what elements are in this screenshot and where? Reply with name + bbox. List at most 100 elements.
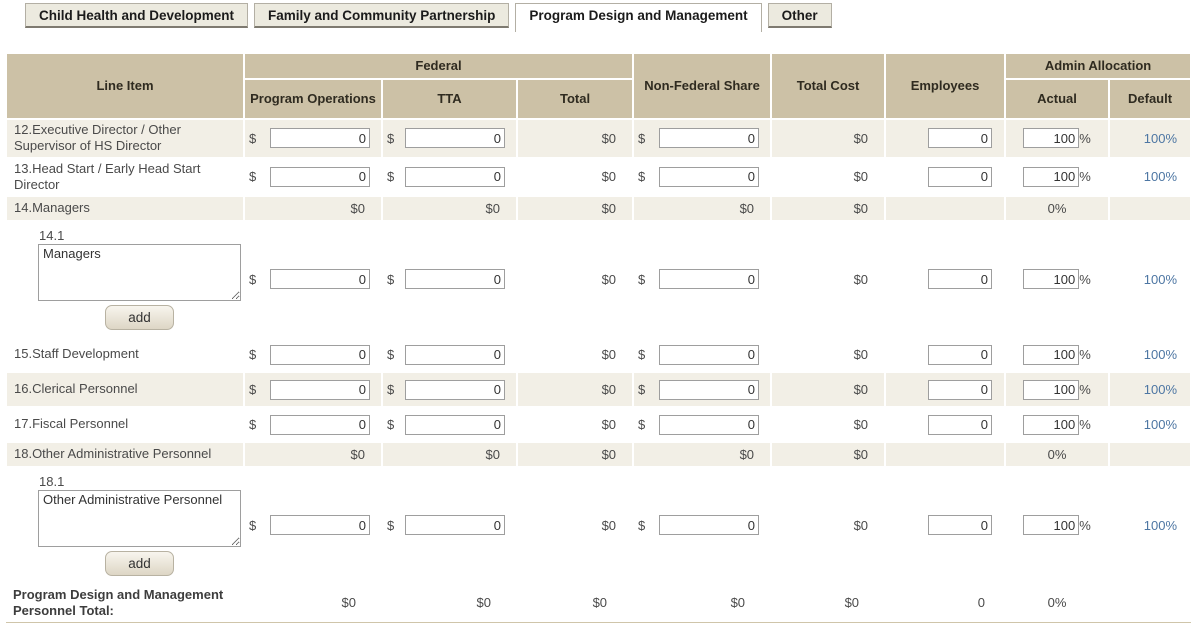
non-federal-share-input-17[interactable] (659, 414, 760, 435)
actual-allocation-input-15[interactable] (1023, 344, 1080, 365)
tta-input-18.1[interactable] (405, 515, 505, 535)
percent-sign: % (1079, 130, 1091, 146)
tab-child-health-and-development[interactable]: Child Health and Development (25, 3, 249, 28)
tta-input-12[interactable] (405, 128, 505, 149)
line-item-cell: 17.Fiscal Personnel (5, 406, 245, 443)
tta-input-16[interactable] (405, 379, 505, 400)
employees-cell (884, 336, 1007, 373)
tta-input-14.1[interactable] (405, 269, 505, 289)
default-allocation-cell: 100% (1108, 371, 1193, 408)
federal-total-amount: $0 (515, 466, 635, 584)
table-row-15: 15.Staff Development$$$0$$0%100% (5, 336, 1193, 373)
default-allocation-link-15[interactable]: 100% (1143, 347, 1178, 362)
dollar-sign: $ (638, 347, 646, 362)
default-allocation-cell: 100% (1108, 156, 1193, 197)
money-input-cell: $ (632, 118, 773, 159)
non-federal-share-input-14.1[interactable] (659, 269, 760, 289)
default-allocation-link-14.1[interactable]: 100% (1143, 271, 1178, 287)
table-row-18: 18.Other Administrative Personnel $0 $0 $0 $… (5, 441, 1193, 468)
tta-input-15[interactable] (405, 344, 505, 365)
employees-cell (884, 156, 1007, 197)
actual-allocation-input-14.1[interactable] (1023, 269, 1080, 289)
default-allocation-link-16[interactable]: 100% (1143, 382, 1178, 397)
employees-input-13[interactable] (928, 166, 993, 187)
program-operations-input-17[interactable] (270, 414, 370, 435)
add-button-wrap: add (38, 305, 241, 330)
federal-total-amount: $0 (515, 118, 635, 159)
actual-allocation-wrap: % (1006, 166, 1108, 187)
actual-allocation-input-18.1[interactable] (1023, 515, 1080, 535)
program-operations-input-18.1[interactable] (270, 515, 370, 535)
add-button-18.1[interactable]: add (105, 551, 174, 576)
non-federal-share-input-16[interactable] (659, 379, 760, 400)
non-federal-share-input-15[interactable] (659, 344, 760, 365)
program-operations-input-12[interactable] (270, 128, 370, 149)
percent-sign: % (1079, 271, 1091, 287)
money-input-cell: $ (243, 220, 383, 338)
default-allocation-link-18.1[interactable]: 100% (1143, 517, 1178, 533)
total-employees: 0 (885, 582, 1006, 623)
federal-total-amount: $0 (515, 195, 635, 222)
tab-other[interactable]: Other (767, 3, 832, 28)
total-cost-amount: $0 (770, 336, 887, 373)
program-operations-input-13[interactable] (270, 166, 370, 187)
money-input-cell: $ (632, 466, 773, 584)
dollar-sign: $ (387, 130, 395, 146)
employees-input-15[interactable] (928, 344, 993, 365)
dollar-sign: $ (249, 417, 257, 432)
employees-input-18.1[interactable] (928, 515, 993, 535)
program-operations-input-15[interactable] (270, 344, 370, 365)
total-actual: 0% (1005, 582, 1110, 623)
dollar-sign: $ (387, 417, 395, 432)
actual-allocation-input-16[interactable] (1023, 379, 1080, 400)
federal-total-amount: $0 (515, 406, 635, 443)
non-federal-share-input-12[interactable] (659, 128, 760, 149)
actual-allocation-input-17[interactable] (1023, 414, 1080, 435)
actual-allocation-input-13[interactable] (1023, 166, 1080, 187)
employees-cell (884, 441, 1007, 468)
line-item-textarea-14.1[interactable] (38, 244, 241, 301)
employees-input-14.1[interactable] (928, 269, 993, 289)
program-operations-input-16[interactable] (270, 379, 370, 400)
employees-input-12[interactable] (928, 128, 993, 149)
default-allocation-link-12[interactable]: 100% (1143, 130, 1178, 146)
dollar-sign: $ (638, 271, 646, 287)
line-item-cell: 12.Executive Director / Other Supervisor… (5, 118, 245, 159)
money-input-cell: $ (381, 156, 518, 197)
col-header-non-federal-share: Non-Federal Share (632, 52, 773, 120)
percent-sign: % (1079, 347, 1091, 362)
line-item-textarea-18.1[interactable] (38, 490, 241, 547)
dollar-sign: $ (387, 347, 395, 362)
federal-total-amount: $0 (515, 156, 635, 197)
money-input-wrap: $ (387, 379, 505, 400)
actual-allocation-input-12[interactable] (1023, 128, 1080, 149)
money-input-cell: $ (632, 336, 773, 373)
money-input-wrap: $ (387, 128, 505, 149)
col-header-federal-total: Total (515, 78, 635, 120)
col-header-line-item: Line Item (5, 52, 245, 120)
employees-input-16[interactable] (928, 379, 993, 400)
table-row-18.1: 18.1add$$$0$$0%100% (5, 466, 1193, 584)
default-allocation-link-13[interactable]: 100% (1143, 169, 1178, 185)
line-item-number: 18.1 (39, 474, 65, 489)
non-federal-share-input-18.1[interactable] (659, 515, 760, 535)
employees-input-17[interactable] (928, 414, 993, 435)
money-input-cell: $ (381, 466, 518, 584)
add-button-wrap: add (38, 551, 241, 576)
total-cost-amount: $0 (770, 466, 887, 584)
program-operations-input-14.1[interactable] (270, 269, 370, 289)
money-input-cell: $ (381, 118, 518, 159)
tta-amount: $0 (381, 441, 518, 468)
money-input-wrap: $ (638, 379, 760, 400)
tab-program-design-and-management[interactable]: Program Design and Management (515, 3, 762, 32)
total-cost-amount: $0 (770, 220, 887, 338)
add-button-14.1[interactable]: add (105, 305, 174, 330)
non-federal-share-input-13[interactable] (659, 166, 760, 187)
money-input-cell: $ (243, 371, 383, 408)
dollar-sign: $ (249, 169, 257, 185)
line-item-number: 14.1 (39, 228, 65, 243)
default-allocation-link-17[interactable]: 100% (1143, 417, 1178, 432)
tab-family-and-community-partnership[interactable]: Family and Community Partnership (254, 3, 510, 28)
tta-input-13[interactable] (405, 166, 505, 187)
tta-input-17[interactable] (405, 414, 505, 435)
